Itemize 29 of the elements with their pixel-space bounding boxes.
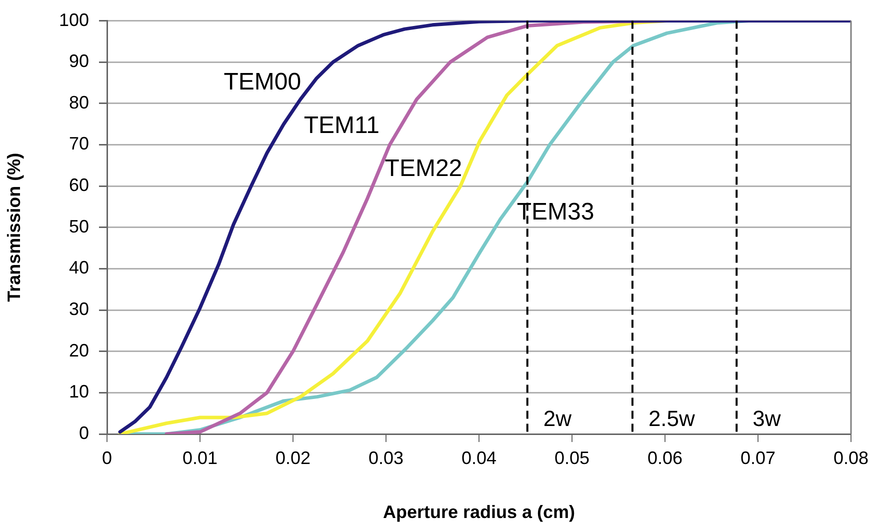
y-tick-label: 10 [68, 382, 89, 402]
series-label: TEM22 [384, 155, 462, 182]
series-label: TEM00 [224, 68, 302, 96]
ref-line-label: 2w [543, 406, 572, 431]
x-tick-label: 0.05 [554, 448, 590, 468]
series-label: TEM33 [516, 198, 594, 226]
y-tick-label: 60 [68, 175, 89, 196]
x-tick-label: 0.08 [833, 448, 869, 468]
y-tick-label: 90 [68, 51, 89, 72]
y-tick-label: 70 [68, 134, 89, 154]
y-tick-label: 20 [68, 340, 89, 360]
ref-line-label: 2.5w [648, 406, 696, 431]
x-tick-label: 0.06 [647, 448, 683, 468]
y-axis-title: Transmission (%) [4, 152, 24, 302]
y-tick-label: 0 [78, 422, 89, 443]
x-tick-label: 0.07 [740, 448, 776, 468]
x-tick-label: 0.01 [182, 448, 218, 468]
x-axis-title: Aperture radius a (cm) [382, 502, 576, 522]
ref-line-label: 3w [752, 406, 781, 431]
x-tick-label: 0.03 [368, 448, 404, 468]
x-tick-label: 0.04 [461, 448, 497, 468]
y-tick-label: 100 [58, 10, 89, 30]
x-tick-label: 0.02 [275, 448, 311, 468]
series-label: TEM11 [304, 112, 380, 139]
y-tick-label: 30 [68, 299, 89, 320]
y-tick-label: 40 [68, 258, 89, 278]
y-tick-label: 50 [68, 216, 89, 236]
x-tick-label: 0 [102, 448, 112, 468]
y-tick-label: 80 [68, 92, 89, 112]
